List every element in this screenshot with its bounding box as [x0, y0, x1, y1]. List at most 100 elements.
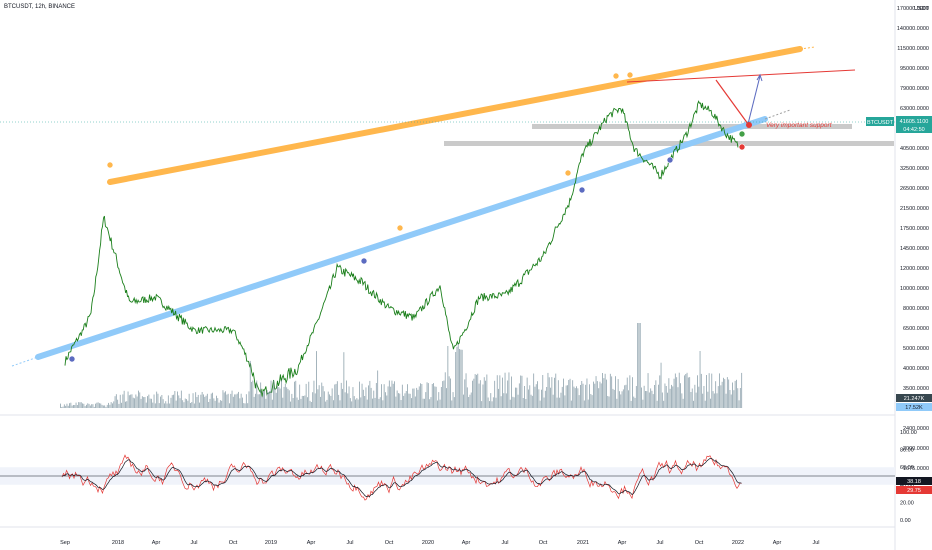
volume-bar	[162, 399, 164, 408]
volume-bar	[316, 351, 317, 408]
volume-bar	[444, 372, 446, 408]
volume-bar	[517, 394, 519, 408]
volume-bar	[405, 391, 407, 408]
volume-bar	[715, 381, 717, 408]
volume-bar	[149, 398, 151, 408]
volume-bar	[659, 375, 661, 408]
volume-bar	[442, 381, 444, 408]
volume-bar	[531, 395, 533, 408]
volume-bar	[126, 401, 128, 408]
volume-bar	[249, 360, 251, 408]
volume-bar	[707, 391, 709, 408]
volume-bar	[66, 403, 68, 408]
volume-bar	[495, 397, 497, 408]
volume-bar	[76, 405, 78, 408]
volume-bar	[685, 374, 687, 408]
volume-bar	[82, 403, 83, 408]
annotation-very-important-support: Very important support	[766, 122, 833, 129]
volume-bar	[375, 383, 377, 408]
volume-bar	[248, 391, 250, 408]
volume-bar	[633, 396, 635, 408]
time-axis-tick: Oct	[229, 540, 238, 546]
volume-bar	[314, 393, 316, 408]
time-axis-tick: Apr	[307, 540, 316, 546]
volume-bar	[616, 398, 618, 408]
volume-bar	[628, 390, 629, 408]
volume-bar	[409, 393, 411, 408]
volume-bar	[425, 392, 427, 408]
price-axis-tick: 63000.0000	[900, 106, 929, 112]
volume-bar	[357, 399, 359, 408]
volume-bar	[615, 376, 616, 408]
last-price-tag-bg	[896, 116, 932, 133]
volume-bar	[61, 407, 63, 408]
volume-bar	[404, 393, 406, 408]
volume-bar	[148, 394, 150, 408]
volume-bar	[339, 400, 341, 408]
volume-bar	[347, 393, 349, 408]
volume-bar	[178, 395, 180, 408]
volume-bar	[446, 388, 447, 408]
time-axis-tick: 2019	[265, 540, 277, 546]
volume-bar	[366, 399, 368, 408]
signal-marker	[738, 143, 746, 151]
volume-bar	[448, 376, 450, 408]
volume-bar	[717, 386, 719, 408]
volume-bar	[719, 373, 720, 408]
volume-bar	[456, 346, 458, 408]
volume-bar	[665, 386, 667, 408]
volume-bar	[494, 380, 496, 408]
volume-bar	[498, 388, 499, 408]
signal-marker	[106, 161, 114, 169]
volume-bar	[364, 396, 366, 408]
volume-bar	[477, 373, 479, 408]
volume-bar	[106, 404, 108, 408]
volume-bar	[625, 384, 627, 408]
volume-bar	[539, 400, 541, 408]
volume-bar	[655, 380, 657, 408]
volume-bar	[529, 385, 531, 408]
volume-bar	[543, 397, 545, 408]
volume-last-1: 21.247K	[904, 396, 925, 402]
volume-bar	[697, 375, 698, 408]
volume-bar	[739, 388, 741, 408]
price-axis-tick: 115000.0000	[897, 46, 929, 52]
volume-bar	[362, 389, 364, 408]
volume-bar	[288, 390, 290, 408]
volume-bar	[619, 391, 620, 408]
volume-bar	[193, 403, 195, 408]
volume-bar	[71, 405, 73, 408]
volume-bar	[693, 400, 694, 408]
volume-bar	[225, 391, 226, 408]
volume-bar	[413, 388, 415, 408]
volume-bar	[89, 405, 91, 408]
volume-bar	[218, 402, 220, 408]
volume-bar	[720, 385, 722, 408]
volume-bar	[335, 383, 337, 408]
volume-bar	[208, 402, 210, 408]
volume-bar	[87, 403, 89, 408]
volume-bar	[256, 380, 258, 408]
volume-bar	[416, 387, 418, 408]
volume-bar	[79, 402, 81, 408]
volume-bar	[734, 380, 736, 408]
volume-bar	[300, 398, 302, 408]
volume-bar	[299, 384, 301, 408]
volume-bar	[109, 404, 111, 408]
volume-bar	[179, 398, 181, 408]
time-axis-tick: Apr	[618, 540, 627, 546]
volume-bar	[585, 384, 587, 408]
volume-bar	[452, 392, 454, 408]
volume-bar	[474, 374, 476, 408]
volume-bar	[273, 380, 275, 408]
volume-bar	[654, 385, 655, 408]
volume-bar	[391, 380, 393, 408]
signal-marker	[578, 186, 586, 194]
volume-bar	[479, 380, 481, 408]
volume-bar	[568, 380, 570, 408]
volume-bar	[117, 399, 119, 408]
volume-bar	[408, 393, 410, 408]
volume-bar	[604, 373, 606, 408]
volume-bar	[565, 385, 567, 408]
